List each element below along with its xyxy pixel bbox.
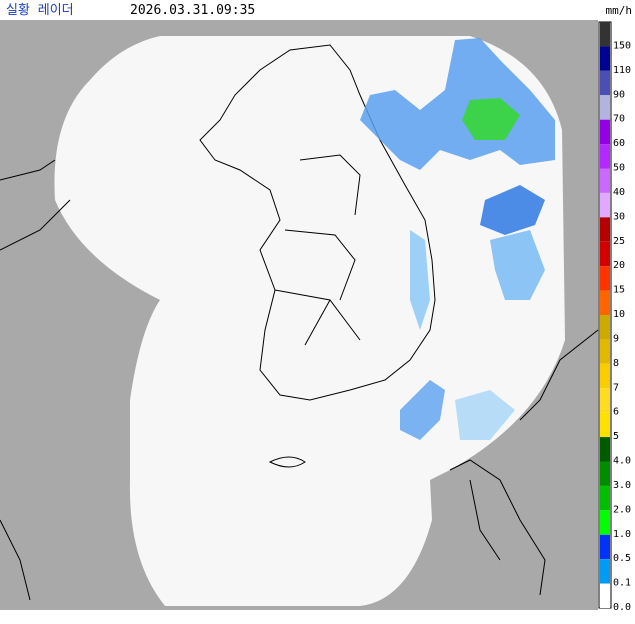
legend-swatch (600, 559, 610, 584)
legend-label: 110 (613, 65, 631, 76)
legend-swatch (600, 290, 610, 315)
legend-label: 3.0 (613, 480, 631, 491)
legend-label: 150 (613, 40, 631, 51)
legend-swatch (600, 241, 610, 267)
legend-label: 25 (613, 236, 625, 247)
legend-swatch (600, 70, 610, 96)
legend-label: 30 (613, 211, 625, 222)
legend-label: 90 (613, 89, 625, 100)
legend-swatch (600, 168, 610, 193)
legend-label: 4.0 (613, 456, 631, 467)
legend-swatch (600, 363, 610, 389)
coastlines (0, 44, 599, 601)
legend-swatch (600, 437, 610, 462)
legend-label: 20 (613, 260, 625, 271)
legend-label: 9 (613, 333, 619, 344)
legend-swatch (600, 339, 610, 364)
legend-label: 10 (613, 309, 625, 320)
legend-label: 40 (613, 187, 625, 198)
legend-label: 0.0 (613, 602, 631, 613)
title: 실황 레이더 (6, 3, 74, 18)
timestamp: 2026.03.31.09:35 (130, 3, 255, 18)
legend-swatch (600, 510, 610, 535)
legend-swatch (600, 22, 610, 47)
precipitation (360, 38, 555, 440)
legend-swatch (600, 266, 610, 291)
unit: mm/h (606, 4, 633, 17)
legend-swatch (600, 119, 610, 145)
legend-label: 70 (613, 114, 625, 125)
legend-label: 5 (613, 431, 619, 442)
legend-label: 8 (613, 358, 619, 369)
legend-swatch (600, 315, 610, 340)
legend-label: 0.5 (613, 553, 631, 564)
legend-label: 0.1 (613, 578, 631, 589)
legend-swatch (600, 534, 610, 560)
map (0, 20, 599, 610)
legend-swatch (600, 461, 610, 486)
legend-label: 15 (613, 285, 625, 296)
radar-coverage (54, 36, 565, 606)
legend-swatch (600, 46, 610, 71)
legend-swatch (600, 95, 610, 120)
legend-label: 7 (613, 382, 619, 393)
legend-swatch (600, 192, 610, 218)
legend-label: 50 (613, 163, 625, 174)
legend-swatch (600, 412, 610, 438)
legend-label: 6 (613, 407, 619, 418)
legend-label: 1.0 (613, 529, 631, 540)
legend-swatch (600, 485, 610, 511)
legend-swatch (600, 388, 610, 413)
legend-label: 60 (613, 138, 625, 149)
legend-swatch (600, 144, 610, 169)
legend-swatch (600, 217, 610, 242)
legend-label: 2.0 (613, 504, 631, 515)
legend-swatch (600, 583, 610, 608)
legend: 150 110 90 70 60 50 40 30 25 20 15 10 9 8 7 6 5 4.0 3.0 2.0… (598, 21, 631, 613)
